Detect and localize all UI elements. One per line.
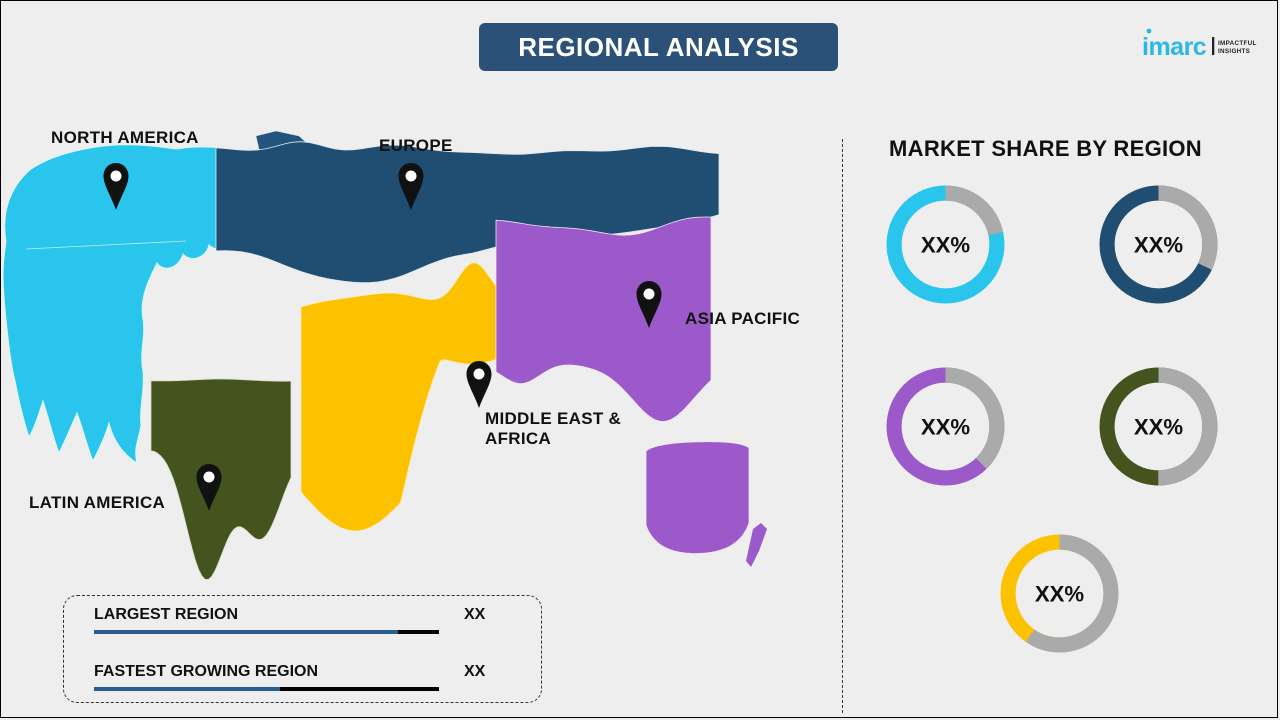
svg-text:XX%: XX% [921,414,971,439]
svg-text:XX%: XX% [921,232,971,257]
svg-text:XX%: XX% [1134,232,1184,257]
svg-text:XX%: XX% [1134,414,1184,439]
svg-text:XX%: XX% [1035,581,1085,606]
